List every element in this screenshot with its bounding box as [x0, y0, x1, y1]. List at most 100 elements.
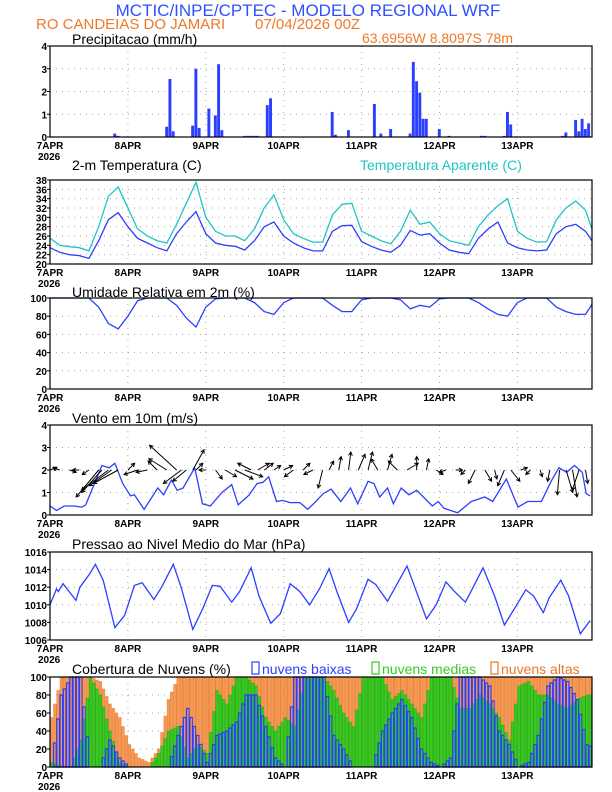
y-tick-label: 0 [41, 133, 47, 144]
y-tick-label: 32 [36, 204, 48, 215]
x-year-label: 2026 [38, 782, 61, 792]
x-tick-label: 10APR [268, 393, 301, 404]
cloud-mid-bar [371, 676, 375, 768]
y-tick-label: 40 [36, 349, 48, 360]
legend-high-label: nuvens altas [501, 661, 580, 677]
precip-bar [346, 130, 350, 137]
x-tick-label: 10APR [268, 519, 301, 530]
x-tick-label: 10APR [268, 644, 301, 655]
temp-title: 2-m Temperatura (C) [72, 157, 202, 173]
wind-vector-arrow [88, 469, 112, 487]
wind-grid [50, 425, 592, 515]
cloud-mid-bar [150, 762, 154, 768]
y-tick-label: 60 [36, 330, 48, 341]
y-tick-label: 1 [41, 489, 47, 500]
x-tick-label: 12APR [423, 268, 456, 279]
cloud-mid-bar [157, 753, 161, 768]
y-tick-label: 0 [41, 511, 47, 522]
y-tick-label: 80 [36, 691, 48, 702]
x-tick-label: 7APR [37, 519, 64, 530]
y-tick-label: 28 [36, 223, 48, 234]
cloud-mid-bar [50, 762, 54, 768]
wind-vector-arrow [283, 469, 294, 478]
apparent-temp-title: Temperatura Aparente (C) [360, 157, 522, 173]
wind-vector-arrow [348, 450, 353, 471]
wind-vector-arrow [467, 469, 476, 485]
wind-vector-arrow [80, 469, 109, 491]
precip-bar [213, 115, 217, 137]
rh-title: Umidade Relativa em 2m (%) [72, 284, 255, 300]
cloud-mid-bar [348, 721, 352, 768]
rh-panel: 0 20 40 60 80 100 7APR 8APR 9APR 10APR 11APR 12APR 1… [30, 294, 593, 415]
y-tick-label: 60 [36, 709, 48, 720]
cloud-mid-bar [429, 676, 433, 768]
y-tick-label: 0 [41, 385, 47, 396]
cloud-high-bar [140, 759, 145, 768]
wind-vector-arrow [135, 469, 148, 474]
x-tick-label: 9APR [192, 268, 219, 279]
wind-vector-arrow [493, 469, 499, 481]
cloud-high-bar [134, 753, 138, 768]
x-tick-label: 12APR [423, 393, 456, 404]
y-tick-label: 4 [41, 42, 47, 53]
x-tick-label: 11APR [346, 141, 378, 152]
cloud-mid-bar [280, 721, 284, 768]
precip-bar [372, 104, 376, 137]
wind-vector-arrow [273, 464, 282, 471]
y-tick-label: 100 [30, 294, 47, 305]
precip-bar [408, 133, 412, 137]
precip-bar [194, 68, 198, 137]
wind-vector-arrow [192, 448, 205, 471]
wind-panel: 0 1 2 3 4 7APR 8APR 9APR 10APR 11APR 12APR 13APR 202… [37, 421, 593, 541]
wind-vector-arrow [75, 469, 100, 498]
pressure-panel: 1006 1008 1010 1012 1014 1016 7APR 8APR 9APR 10AP… [25, 548, 593, 666]
precip-bar [217, 64, 221, 137]
wind-vector-arrow [71, 467, 80, 473]
cloud-mid-bar [449, 676, 453, 768]
y-tick-label: 20 [36, 367, 48, 378]
precip-bar [415, 81, 419, 137]
wind-vector-arrow [215, 469, 223, 480]
wind-vector-arrow [224, 469, 238, 478]
wind-vector-arrow [510, 469, 521, 483]
x-tick-label: 11APR [346, 771, 378, 782]
wind-vector-arrow [148, 444, 177, 471]
x-tick-label: 8APR [115, 141, 142, 152]
cloud-mid-bar [361, 676, 365, 768]
rh-grid [50, 298, 592, 389]
x-tick-label: 9APR [192, 771, 219, 782]
y-tick-label: 1014 [25, 566, 48, 577]
y-tick-label: 20 [36, 745, 48, 756]
precip-bar [587, 123, 591, 137]
cloud-high-bar [50, 717, 54, 768]
cloud-high-bar [137, 757, 141, 768]
wind-speed-line [49, 462, 591, 514]
cloud-mid-bar [160, 745, 164, 768]
header-location: RO CANDEIAS DO JAMARI [36, 16, 225, 33]
y-tick-label: 1008 [25, 618, 48, 629]
wind-vector-arrow [51, 466, 60, 472]
x-tick-label: 8APR [115, 393, 142, 404]
y-tick-label: 20 [36, 260, 48, 271]
precip-bar [191, 125, 195, 137]
precip-panel: 0 1 2 3 4 7APR 8APR 9APR 10APR 11APR 12APR 13APR 202… [37, 42, 593, 163]
cloud-high-bar [127, 744, 132, 768]
precip-bar [574, 119, 578, 137]
temp-grid [50, 180, 592, 264]
x-tick-label: 8APR [115, 268, 142, 279]
pressure-grid [50, 552, 592, 640]
x-tick-label: 7APR [37, 644, 64, 655]
wind-vector-arrow [147, 458, 168, 471]
wind-vector-arrow [172, 469, 187, 482]
y-tick-label: 22 [36, 251, 48, 262]
cloud-mid-bar [442, 676, 446, 768]
legend-mid-label: nuvens medias [382, 661, 476, 677]
wind-vector-arrow [414, 455, 420, 470]
y-tick-label: 1006 [25, 636, 48, 647]
precip-bar [113, 133, 117, 137]
cloud-mid-bar [92, 682, 96, 768]
wind-vector-arrow [244, 469, 264, 478]
wind-vector-arrow [123, 469, 138, 476]
wind-vector-arrow [425, 457, 431, 471]
